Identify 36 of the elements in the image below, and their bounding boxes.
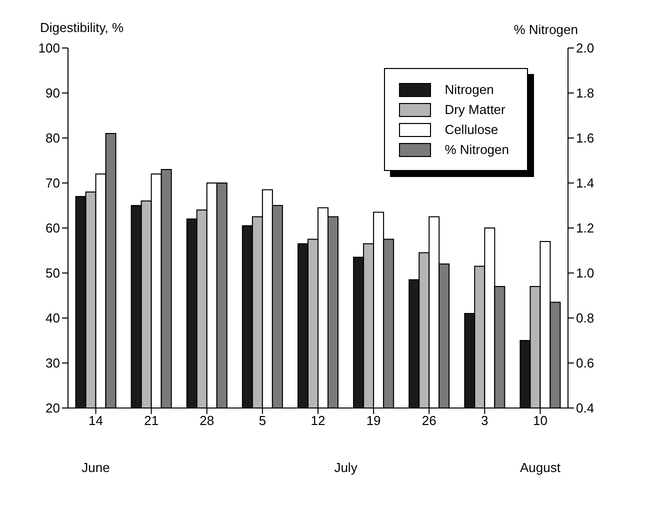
text: June (80, 460, 111, 475)
y2-tick-label: 1.6 (576, 130, 594, 146)
x-tick-label: 26 (422, 413, 436, 428)
y2-tick-label: 0.8 (576, 310, 594, 326)
y-tick-label: 100 (38, 40, 60, 56)
text: August (518, 460, 562, 475)
y2-tick-label: 1.4 (576, 176, 594, 191)
y-tick-label: 90 (46, 86, 60, 101)
y-tick-label: 50 (46, 266, 60, 281)
y2-tick-label: 1.0 (576, 266, 594, 281)
x-tick-label: 10 (532, 413, 548, 428)
x-tick-label: 28 (200, 413, 214, 428)
y2-axis-title: % Nitrogen (514, 22, 578, 37)
y-tick-label: 70 (46, 176, 60, 191)
x-tick-label: 19 (366, 413, 381, 428)
x-tick-label: 12 (310, 413, 326, 428)
y2-tick-label: 1.2 (576, 220, 594, 236)
y2-tick-label: 2.0 (576, 40, 594, 56)
y2-tick-label: 1.8 (576, 86, 594, 101)
x-tick-label: 3 (481, 413, 488, 428)
y2-tick-label: 0.4 (576, 400, 594, 416)
legend-label: Dry Matter (444, 102, 506, 117)
y-tick-label: 30 (46, 356, 60, 371)
y-tick-label: 40 (46, 310, 60, 326)
x-tick-label: 14 (88, 413, 104, 428)
x-tick-label: 5 (258, 413, 266, 428)
legend-label: % Nitrogen (444, 142, 509, 157)
y-axis-title: Digestibility, % (40, 20, 124, 35)
y-tick-label: 60 (46, 220, 60, 236)
text: July (333, 460, 358, 475)
x-tick-label: 21 (144, 413, 159, 428)
legend-label: Nitrogen (444, 82, 494, 97)
y-tick-label: 80 (46, 130, 60, 146)
legend-label: Cellulose (444, 122, 498, 137)
y2-tick-label: 0.6 (576, 356, 594, 371)
y-tick-label: 20 (46, 400, 60, 416)
